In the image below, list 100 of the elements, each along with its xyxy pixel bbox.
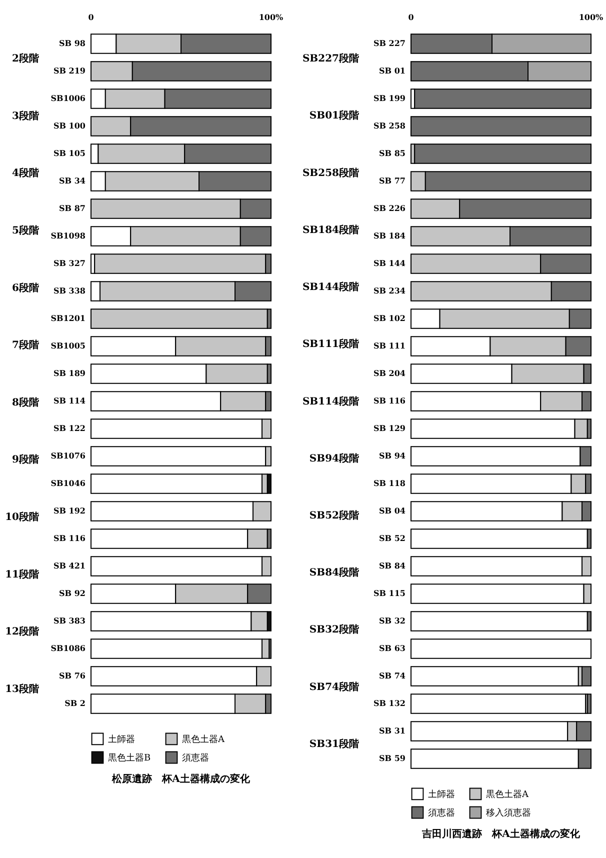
y-tick-label: SB 94 xyxy=(379,450,406,460)
bar xyxy=(410,694,586,714)
y-tick-label: SB 226 xyxy=(373,202,406,213)
y-tick-label: SB 87 xyxy=(59,202,86,213)
y-tick-label: SB 63 xyxy=(379,642,406,653)
legend-label: 黒色土器A xyxy=(182,734,225,745)
legend-label: 須恵器 xyxy=(182,752,209,764)
y-tick-label: SB 102 xyxy=(373,312,406,323)
text: 5段階 xyxy=(12,224,40,237)
bar xyxy=(410,528,588,549)
text: SB227段階 xyxy=(302,52,360,65)
y-tick-label: SB 192 xyxy=(53,505,86,516)
y-tick-label: SB 122 xyxy=(53,422,86,433)
y-tick-label: SB 204 xyxy=(373,368,406,378)
y-tick-label: SB 144 xyxy=(373,258,406,268)
y-tick-label: SB 59 xyxy=(379,752,406,763)
legend-label: 土師器 xyxy=(428,788,455,800)
text: 0 xyxy=(88,12,94,22)
legend-label: 黒色土器A xyxy=(486,788,529,800)
text: 7段階 xyxy=(12,339,40,352)
y-tick-label: SB 129 xyxy=(373,422,406,433)
y-tick-label: SB 01 xyxy=(379,65,406,76)
legend-label: 移入須恵器 xyxy=(486,808,531,818)
y-tick-label: SB 76 xyxy=(59,670,86,680)
text: 8段階 xyxy=(12,396,40,408)
y-tick-label: SB1086 xyxy=(50,642,86,653)
y-tick-label: SB1006 xyxy=(50,92,86,103)
y-tick-label: SB 111 xyxy=(373,340,406,350)
text: 11段階 xyxy=(5,568,40,580)
y-tick-label: SB 04 xyxy=(379,505,406,516)
y-tick-label: SB 98 xyxy=(59,38,86,48)
text: SB114段階 xyxy=(302,395,360,408)
y-tick-label: SB 118 xyxy=(373,478,406,488)
y-tick-label: SB 184 xyxy=(373,230,406,240)
y-tick-label: SB1098 xyxy=(50,230,86,240)
text: SB01段階 xyxy=(309,110,360,122)
y-tick-label: SB1005 xyxy=(50,340,86,350)
y-tick-label: SB 132 xyxy=(373,698,406,708)
y-tick-label: SB 327 xyxy=(53,258,86,268)
y-tick-label: SB 100 xyxy=(53,120,86,130)
text: SB94段階 xyxy=(309,452,360,464)
legend-label: 黒色土器B xyxy=(108,752,151,764)
y-tick-label: SB 52 xyxy=(379,532,406,543)
y-tick-label: SB 2 xyxy=(64,698,86,708)
text: SB32段階 xyxy=(309,624,360,636)
text: SB52段階 xyxy=(309,509,360,522)
text: SB111段階 xyxy=(302,338,360,350)
y-tick-label: SB 234 xyxy=(373,285,406,296)
bar xyxy=(414,144,592,164)
text: 0 xyxy=(408,12,414,22)
y-tick-label: SB 338 xyxy=(53,285,86,296)
bar xyxy=(410,638,592,659)
bar xyxy=(90,308,268,329)
text: SB84段階 xyxy=(309,566,360,579)
bar xyxy=(414,88,592,109)
y-tick-label: SB 32 xyxy=(379,615,406,626)
legend-label: 須恵器 xyxy=(428,808,455,818)
bar xyxy=(410,611,588,632)
bar xyxy=(582,666,592,686)
text: 100% xyxy=(258,12,284,22)
legend-label: 土師器 xyxy=(108,734,135,745)
text: 100% xyxy=(578,12,604,22)
y-tick-label: SB 116 xyxy=(53,532,86,543)
y-tick-label: SB 84 xyxy=(379,560,406,570)
text: 松原遺跡 杯A土器構成の変化 xyxy=(111,773,251,785)
y-tick-label: SB 219 xyxy=(53,65,86,76)
text: 12段階 xyxy=(5,626,40,638)
text: 6段階 xyxy=(12,282,40,294)
y-tick-label: SB 31 xyxy=(379,725,406,736)
y-tick-label: SB 34 xyxy=(59,175,86,186)
text: SB258段階 xyxy=(302,166,360,179)
text: SB184段階 xyxy=(302,224,360,236)
text: 10段階 xyxy=(5,510,40,523)
y-tick-label: SB1046 xyxy=(50,478,86,488)
y-tick-label: SB1076 xyxy=(50,450,86,460)
y-tick-label: SB 227 xyxy=(373,38,406,48)
y-tick-label: SB 115 xyxy=(373,588,406,598)
bar xyxy=(586,694,592,714)
text: 吉田川西遺跡 杯A土器構成の変化 xyxy=(421,828,581,840)
text: 9段階 xyxy=(12,454,40,466)
bar xyxy=(410,116,592,136)
text: 2段階 xyxy=(12,52,40,65)
bar xyxy=(410,666,579,686)
y-tick-label: SB 383 xyxy=(53,615,86,626)
text: SB144段階 xyxy=(302,281,360,294)
y-tick-label: SB 258 xyxy=(373,120,406,130)
y-tick-label: SB1201 xyxy=(50,312,86,323)
text: SB74段階 xyxy=(309,680,360,693)
y-tick-label: SB 116 xyxy=(373,395,406,406)
text: SB31段階 xyxy=(309,738,360,750)
y-tick-label: SB 189 xyxy=(53,368,86,378)
y-tick-label: SB 85 xyxy=(379,148,406,158)
text: 4段階 xyxy=(12,167,40,180)
y-tick-label: SB 92 xyxy=(59,588,86,598)
y-tick-label: SB 105 xyxy=(53,148,86,158)
y-tick-label: SB 77 xyxy=(379,175,406,186)
y-tick-label: SB 199 xyxy=(373,92,406,103)
text: 13段階 xyxy=(5,682,40,695)
y-tick-label: SB 421 xyxy=(53,560,86,570)
text: 3段階 xyxy=(12,110,40,122)
